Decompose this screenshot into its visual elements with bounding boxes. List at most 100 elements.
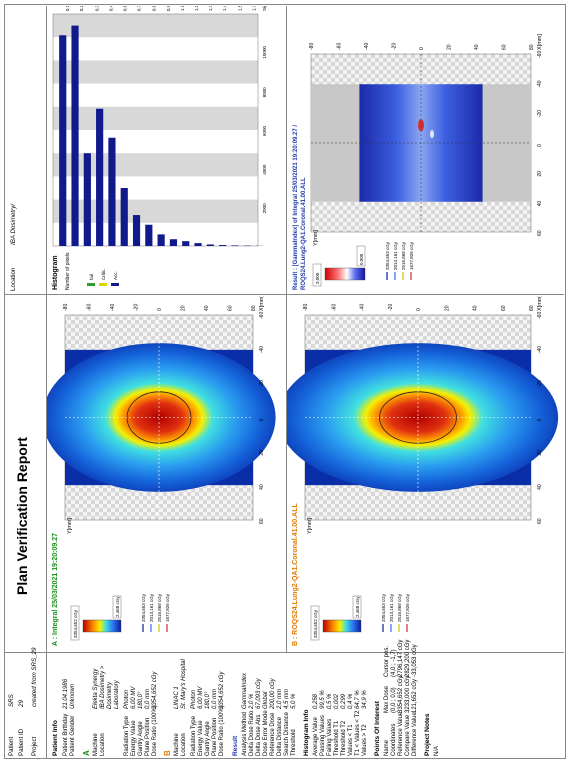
histogram-x-title: Signal [] bbox=[262, 6, 267, 11]
grid-stripe bbox=[53, 60, 258, 84]
histogram-bar bbox=[132, 215, 141, 246]
dataset-a-value: Dosimetry bbox=[107, 681, 113, 709]
poi-title: Points Of Interest bbox=[374, 701, 381, 756]
legend-entry: 2516,868 cGy bbox=[401, 241, 406, 270]
tick-y: 10000 bbox=[262, 46, 267, 59]
histogram-info-value: 0,4 % bbox=[348, 693, 354, 709]
tick-x: 0 bbox=[157, 308, 163, 311]
tick-y: 0 bbox=[537, 144, 543, 147]
tick-x: -60 bbox=[337, 43, 343, 50]
panel-title: B : ROQS24.Lung2-QA1.Coronal.41.00.ALL bbox=[292, 503, 299, 646]
axis-y-label: Y[mm] bbox=[313, 230, 319, 246]
tick-y: -20 bbox=[537, 380, 543, 387]
dataset-b-value: 0,0 mm bbox=[212, 688, 218, 709]
tick-x: -80 bbox=[303, 304, 309, 311]
result-label: Delta Dose Abs bbox=[256, 714, 262, 756]
tick-x: 40 bbox=[474, 44, 480, 50]
dataset-a-label: Energy Value bbox=[131, 720, 137, 756]
dataset-a-value: IBA Dosimetry > bbox=[100, 665, 106, 709]
dataset-a-label: Dose Ratio (100%) bbox=[152, 705, 158, 756]
legend-entry: 2013,161 cGy bbox=[393, 241, 398, 270]
poi-row-name: Coordinates bbox=[391, 723, 397, 756]
tick-x: 0,73 bbox=[137, 6, 142, 11]
legend-entry: 1677,826 cGy bbox=[405, 593, 410, 622]
tick-x: 1,34 bbox=[208, 6, 213, 11]
tick-y: -60 bbox=[537, 312, 543, 319]
min-value: 0,000 bbox=[359, 253, 364, 265]
tick-x: 1,59 bbox=[237, 6, 242, 11]
project-notes-value: N/A bbox=[434, 745, 440, 756]
tick-y: 8000 bbox=[262, 87, 267, 98]
color-bar bbox=[322, 619, 362, 633]
tick-x: -20 bbox=[134, 304, 140, 311]
tick-x: 20 bbox=[447, 44, 453, 50]
tick-y: -40 bbox=[259, 346, 265, 353]
dose-distribution bbox=[47, 343, 276, 492]
axis-x-label: X[mm] bbox=[537, 34, 543, 50]
histogram-info-value: 64,7 % bbox=[355, 690, 361, 709]
legend-entry: 2013,161 cGy bbox=[389, 593, 394, 622]
max-value: 3354,652 cGy bbox=[73, 609, 78, 638]
tick-x: 1,71 bbox=[251, 6, 256, 11]
legend-entry: 3354,653 cGy bbox=[141, 593, 146, 622]
project-notes-title: Project Notes bbox=[424, 713, 431, 756]
result-value: 2,0 mm bbox=[277, 688, 283, 709]
histogram-info-label: T1 < Values < T2 bbox=[355, 710, 361, 756]
histogram-title: Histogram bbox=[52, 255, 59, 290]
patient-value: SRS bbox=[8, 694, 15, 707]
tick-y: 4000 bbox=[262, 164, 267, 175]
legend-entry: 2516,868 cGy bbox=[157, 593, 162, 622]
legend-entry: Acc. bbox=[113, 271, 118, 280]
dataset-a-value: 3354,652 cGy bbox=[152, 671, 158, 709]
tick-y: 0 bbox=[259, 419, 265, 422]
tick-x: 0 bbox=[419, 47, 425, 50]
result-label: Analysis Method bbox=[242, 711, 248, 756]
axis-x-label: X[mm] bbox=[259, 296, 265, 311]
tick-y: 2000 bbox=[262, 203, 267, 214]
report-title: Plan Verification Report bbox=[14, 437, 30, 595]
legend-entry: 1677,826 cGy bbox=[409, 241, 414, 270]
patient-label: Patient bbox=[8, 736, 15, 756]
axis-x-label: X[mm] bbox=[537, 296, 543, 311]
tick-x: 80 bbox=[529, 44, 535, 50]
legend-swatch bbox=[99, 283, 107, 286]
histogram-info-label: Threshold T1 bbox=[334, 720, 340, 756]
dataset-b-label: Dose Ratio (100%) bbox=[219, 705, 225, 756]
tick-x: 60 bbox=[502, 44, 508, 50]
histogram-bar bbox=[59, 35, 67, 246]
patient-id-label: Patient ID bbox=[18, 728, 25, 756]
histogram-info-value: 34,9 % bbox=[362, 690, 368, 709]
legend-swatch bbox=[87, 283, 95, 286]
result-label: Delta Distance bbox=[277, 716, 283, 756]
histogram-panel: Histogram Number of pixels fail Critic. Acc.… bbox=[52, 6, 267, 290]
histogram-info-label: Average Value bbox=[313, 717, 319, 756]
tick-x: -20 bbox=[392, 43, 398, 50]
legend-entry: 3354,653 cGy bbox=[385, 241, 390, 270]
dataset-b-value: Photon bbox=[191, 689, 197, 709]
dataset-b-label: Energy Value bbox=[198, 720, 204, 756]
poi-row-cursor: (4,0 ; -1,7) bbox=[391, 649, 397, 677]
legend-entry: 2516,868 cGy bbox=[397, 593, 402, 622]
fail-spot bbox=[418, 119, 424, 132]
histogram-bar bbox=[219, 245, 227, 246]
dataset-b-value: 6,00 MV bbox=[198, 686, 204, 709]
max-value-box bbox=[310, 605, 320, 641]
dataset-b-label: Machine bbox=[174, 733, 180, 756]
tick-y: 40 bbox=[537, 201, 543, 207]
tick-y: -20 bbox=[259, 380, 265, 387]
plot-frame bbox=[52, 13, 259, 247]
min-value: 2,468 cGy bbox=[355, 596, 360, 617]
gamma-result-panel: Result : [GammaIndex] of Integral 25/03/… bbox=[293, 34, 543, 290]
dataset-b-label: Radiation Type bbox=[191, 716, 197, 756]
tick-x: 20 bbox=[181, 305, 187, 311]
birthday-value: 21.04.1986 bbox=[63, 678, 69, 709]
grid-stripe bbox=[53, 106, 258, 130]
dataset-a-value: Laboratory bbox=[114, 680, 120, 709]
poi-row-cursor: 2796,147 cGy bbox=[398, 639, 404, 677]
legend-swatch bbox=[111, 283, 119, 286]
histogram-bar bbox=[231, 245, 239, 246]
result-value: Global bbox=[263, 691, 269, 709]
dataset-b-label: Plane Position bbox=[212, 717, 218, 756]
tick-y: -40 bbox=[537, 80, 543, 87]
gender-value: Unknown bbox=[70, 683, 76, 709]
